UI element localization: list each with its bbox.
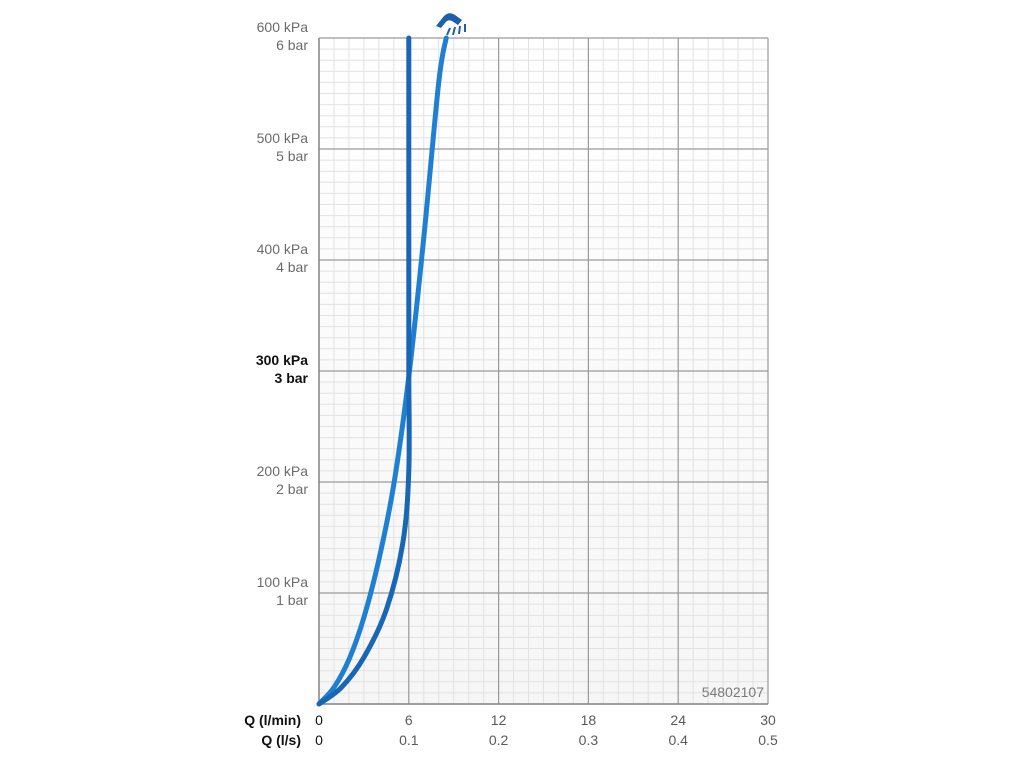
x-axis-title-ls: Q (l/s): [261, 732, 301, 748]
y-axis-labels: 100 kPa 1 bar 200 kPa 2 bar 300 kPa 3 bar 400 …: [256, 19, 309, 608]
y-tick-label-bar: 6 bar: [276, 37, 308, 53]
x-tick-label-lmin: 6: [405, 712, 413, 728]
y-tick-label-kpa: 100 kPa: [257, 574, 309, 590]
y-tick-label-bar: 1 bar: [276, 592, 308, 608]
x-axis-labels: Q (l/min) Q (l/s) 0 0 6 0.1 12 0.2 18 0.3 24 0.4 3…: [244, 712, 778, 748]
y-tick-label-kpa: 400 kPa: [257, 241, 309, 257]
major-grid: [318, 37, 769, 705]
x-tick-label-lmin: 0: [315, 712, 323, 728]
y-tick-label-kpa: 600 kPa: [257, 19, 309, 35]
y-tick-label-bar: 3 bar: [275, 370, 309, 386]
x-tick-label-ls: 0.3: [579, 732, 599, 748]
y-tick-label-kpa: 500 kPa: [257, 130, 309, 146]
y-tick-label-bar: 5 bar: [276, 148, 308, 164]
series-line-2: [316, 35, 412, 707]
x-tick-label-lmin: 12: [491, 712, 507, 728]
y-tick-label-kpa: 200 kPa: [257, 463, 309, 479]
y-tick-label-kpa: 300 kPa: [256, 352, 308, 368]
x-tick-label-lmin: 18: [581, 712, 597, 728]
x-tick-label-ls: 0.4: [668, 732, 688, 748]
x-axis-title-lmin: Q (l/min): [244, 712, 301, 728]
product-code: 54802107: [702, 684, 765, 700]
x-tick-label-lmin: 24: [670, 712, 686, 728]
x-tick-label-ls: 0.1: [399, 732, 419, 748]
y-tick-label-bar: 2 bar: [276, 481, 308, 497]
shower-head-icon: [436, 13, 466, 36]
y-tick-label-bar: 4 bar: [276, 259, 308, 275]
series-lines: [316, 35, 449, 707]
x-tick-label-ls: 0.2: [489, 732, 509, 748]
x-tick-label-lmin: 30: [760, 712, 776, 728]
x-tick-label-ls: 0.5: [758, 732, 778, 748]
x-tick-label-ls: 0: [315, 732, 323, 748]
series-line-1: [316, 35, 449, 707]
